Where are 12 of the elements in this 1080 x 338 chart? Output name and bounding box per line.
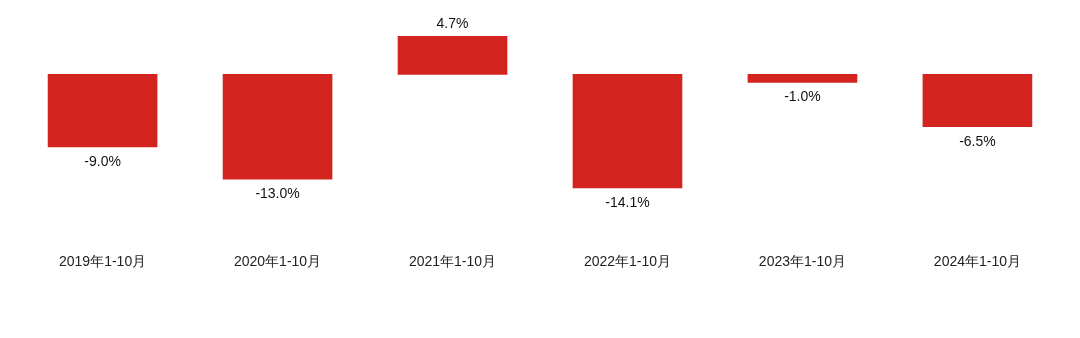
- data-label: -14.1%: [605, 193, 650, 210]
- data-label: 4.7%: [436, 15, 469, 32]
- data-label: -9.0%: [84, 152, 121, 169]
- x-tick-label: 2021年1-10月: [408, 253, 497, 270]
- data-label: -1.0%: [784, 88, 821, 105]
- data-label: -6.5%: [959, 132, 996, 149]
- x-tick-label: 2019年1-10月: [59, 253, 147, 270]
- x-tick-label: 2022年1-10月: [583, 253, 672, 270]
- x-tick-label: 2023年1-10月: [758, 253, 847, 270]
- x-tick-label: 2024年1-10月: [933, 253, 1021, 270]
- data-label: -13.0%: [255, 184, 300, 201]
- x-tick-label: 2020年1-10月: [233, 253, 322, 270]
